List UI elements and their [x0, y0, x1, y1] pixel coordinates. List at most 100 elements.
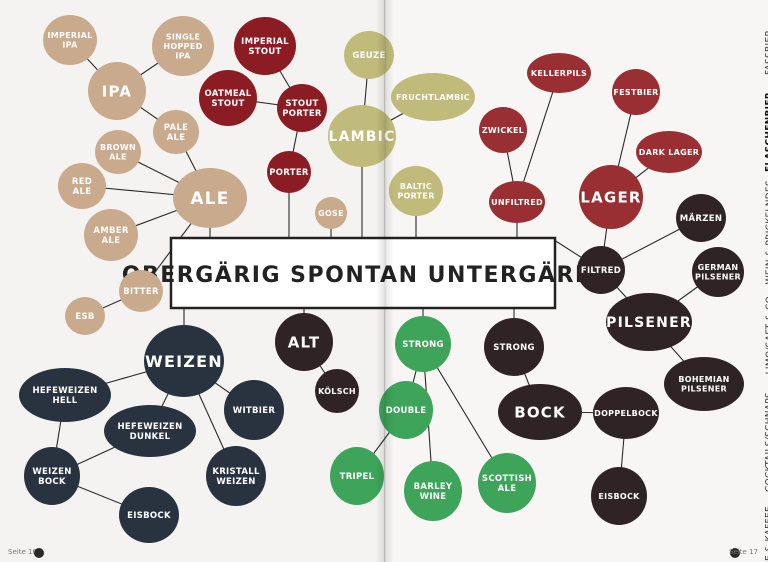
node-label: SINGLE [166, 32, 200, 41]
node-label: ALE [73, 187, 92, 197]
node-bubble [404, 461, 462, 521]
node-label: EISBOCK [127, 511, 171, 521]
page-number-left: Seite 16 [8, 548, 37, 556]
node-label: RED [72, 177, 92, 187]
node-label: BALTIC [400, 182, 432, 191]
node-bubble [119, 487, 179, 543]
node-bubble [315, 369, 359, 413]
sidebar-item-limo[interactable]: LIMO/SAFT & CO [764, 296, 768, 375]
node-label: STRONG [402, 340, 444, 350]
node-label: MÄRZEN [680, 213, 722, 224]
node-bubble [479, 107, 527, 153]
node-strong-right: STRONG [484, 318, 544, 376]
node-label: PILSENER [695, 273, 741, 282]
node-label: ALT [288, 333, 321, 351]
node-bubble [199, 70, 257, 126]
node-witbier: WITBIER [224, 380, 284, 440]
node-weizen: WEIZEN [144, 325, 224, 397]
node-gose: GOSE [315, 197, 347, 229]
node-dark-lager: DARK LAGER [636, 131, 702, 173]
node-bubble [330, 447, 384, 505]
node-lambic: LAMBIC [328, 105, 396, 167]
node-zwickel: ZWICKEL [479, 107, 527, 153]
node-lager: LAGER [579, 165, 643, 229]
sidebar-item-flaschenbier[interactable]: FLASCHENBIER [764, 92, 768, 173]
node-label: DOPPELBOCK [594, 409, 658, 418]
node-eisbock-left: EISBOCK [119, 487, 179, 543]
node-bubble [19, 368, 111, 422]
node-bubble [267, 151, 311, 193]
node-tripel: TRIPEL [330, 447, 384, 505]
node-label: IPA [102, 82, 132, 100]
node-bubble [88, 62, 146, 120]
node-bubble [395, 316, 451, 372]
node-label: PILSENER [606, 315, 692, 331]
node-bubble [478, 453, 536, 513]
node-bubble [224, 380, 284, 440]
node-bitter: BITTER [119, 270, 163, 312]
node-bubble [389, 166, 443, 216]
node-bubble [612, 69, 660, 115]
node-bubble [636, 131, 702, 173]
node-label: WEIZEN [216, 477, 255, 487]
node-label: HELL [53, 396, 78, 406]
node-label: LAMBIC [328, 129, 395, 145]
node-bubble [65, 297, 105, 335]
node-label: WINE [420, 492, 447, 502]
node-label: WEIZEN [145, 352, 223, 371]
node-bubble [391, 73, 475, 121]
node-bubble [234, 17, 296, 75]
node-label: IMPERIAL [241, 37, 289, 47]
node-label: FESTBIER [613, 88, 658, 97]
node-label: STOUT [285, 99, 318, 109]
node-kellerpils: KELLERPILS [527, 53, 591, 93]
sidebar-item-tee[interactable]: TEE & KAFFEE [764, 506, 768, 562]
node-label: WEIZEN [32, 467, 71, 477]
node-label: KRISTALL [212, 467, 260, 477]
node-label: ZWICKEL [482, 126, 524, 135]
sidebar-item-fassbier[interactable]: FASSBIER [764, 30, 768, 75]
node-label: ALE [498, 484, 517, 494]
node-pilsener: PILSENER [606, 293, 692, 351]
node-bubble [43, 15, 97, 65]
node-filtred: FILTRED [577, 246, 625, 294]
node-label: IMPERIAL [47, 31, 92, 40]
sidebar-item-wein[interactable]: WEIN & PRICKELNDES [764, 180, 768, 285]
node-bubble [328, 105, 396, 167]
node-label: DOUBLE [386, 406, 427, 416]
node-label: PORTER [282, 109, 322, 119]
title-box-frame [169, 236, 557, 310]
node-label: EISBOCK [598, 492, 640, 501]
logo-icon [34, 548, 44, 558]
node-label: STOUT [211, 99, 244, 109]
node-label: ALE [102, 236, 121, 246]
node-alt: ALT [275, 313, 333, 371]
node-doppelbock: DOPPELBOCK [593, 387, 659, 439]
sidebar-item-cocktails[interactable]: COCKTAILS/SCHNAPS [764, 392, 768, 492]
node-double: DOUBLE [379, 381, 433, 439]
node-label: STOUT [248, 47, 281, 57]
node-bubble [498, 384, 582, 440]
node-label: BOHEMIAN [678, 375, 729, 384]
node-maerzen: MÄRZEN [676, 194, 726, 242]
node-bubble [206, 446, 266, 506]
node-bubble [606, 293, 692, 351]
node-label: IPA [175, 51, 191, 60]
node-label: WITBIER [233, 406, 276, 416]
category-sidebar: FASSBIER FLASCHENBIER WEIN & PRICKELNDES… [742, 30, 768, 562]
node-eisbock-right: EISBOCK [591, 467, 647, 525]
